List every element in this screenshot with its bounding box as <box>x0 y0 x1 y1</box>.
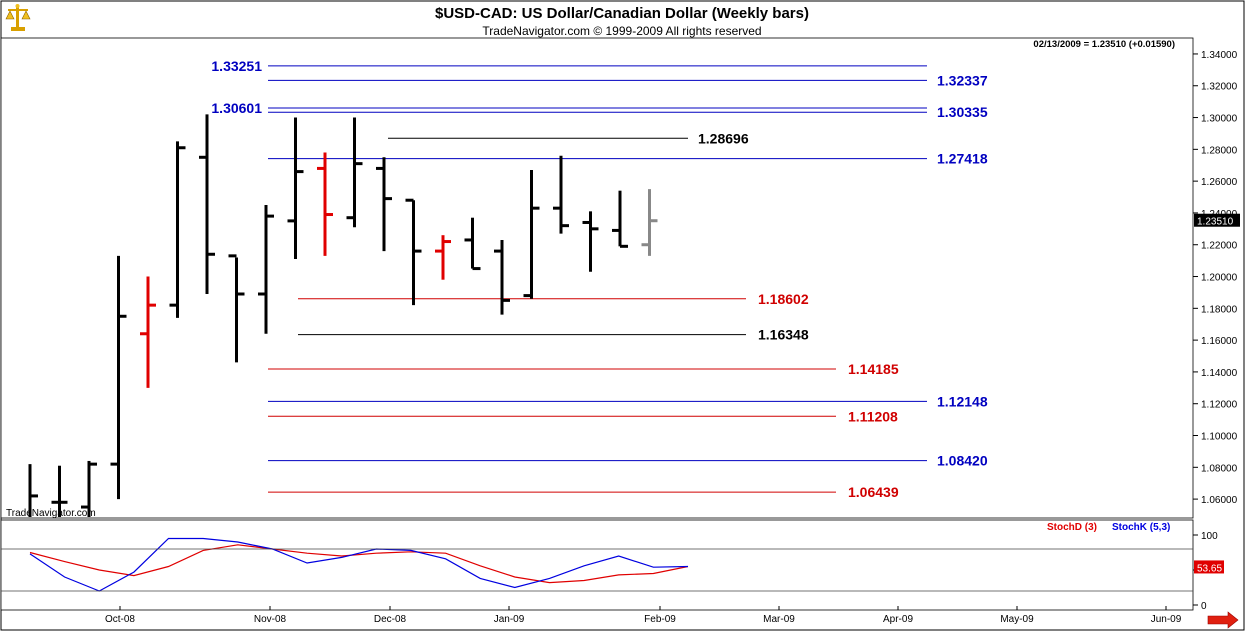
date-tick-label: Jun-09 <box>1151 614 1182 625</box>
ohlc-bar <box>140 276 156 388</box>
stoch-series-line <box>29 544 689 584</box>
ohlc-bar <box>435 235 451 280</box>
ohlc-bar <box>346 117 363 228</box>
stoch-plot-area <box>0 519 1194 611</box>
ohlc-bar <box>228 254 245 363</box>
date-tick-label: Jan-09 <box>494 614 525 625</box>
price-levels: 1.33251 1.32337 1.30601 1.30335 1.28696 1.274… <box>211 58 987 500</box>
ohlc-bar <box>376 157 392 252</box>
ohlc-bar <box>110 255 127 500</box>
price-level-label: 1.18602 <box>758 291 809 307</box>
stoch-last-tag <box>1194 560 1224 574</box>
price-level-label: 1.06439 <box>848 484 899 500</box>
ohlc-bar <box>169 141 186 318</box>
price-level-label: 1.12148 <box>937 393 988 409</box>
date-axis: Oct-08 Nov-08 Dec-08 Jan-09 Feb-09 Mar-09 Apr-… <box>105 606 1182 625</box>
price-tick-label: 1.10000 <box>1201 432 1238 443</box>
ohlc-bar <box>641 189 658 256</box>
last-price-label: 1.23510 <box>1197 217 1234 228</box>
price-tick-label: 1.26000 <box>1201 177 1238 188</box>
price-tick-label: 1.34000 <box>1201 50 1238 61</box>
scales-logo-icon <box>5 4 31 31</box>
ohlc-bar <box>51 465 68 517</box>
logo <box>5 4 31 31</box>
date-tick-label: Apr-09 <box>883 614 913 625</box>
price-tick-label: 1.28000 <box>1201 145 1238 156</box>
date-tick-label: Dec-08 <box>374 614 407 625</box>
price-level-label: 1.30335 <box>937 104 988 120</box>
price-tick-label: 1.16000 <box>1201 336 1238 347</box>
ohlc-bar <box>464 217 481 271</box>
price-tick-label: 1.30000 <box>1201 114 1238 125</box>
date-tick-label: May-09 <box>1000 614 1034 625</box>
stoch-series-line <box>29 537 689 592</box>
price-tick-label: 1.08000 <box>1201 463 1238 474</box>
chart-subtitle: TradeNavigator.com © 1999-2009 All right… <box>482 24 761 38</box>
last-price-tag <box>1194 213 1240 227</box>
price-level-label: 1.32337 <box>937 72 988 88</box>
ohlc-bar <box>405 198 422 306</box>
price-level-label: 1.08420 <box>937 453 988 469</box>
ohlc-bar <box>258 204 274 334</box>
ohlc-bar <box>612 190 628 248</box>
stoch-tick-label: 100 <box>1201 531 1218 542</box>
price-level-label: 1.11208 <box>848 408 898 424</box>
price-tick-label: 1.14000 <box>1201 368 1238 379</box>
ohlc-bar <box>494 239 510 315</box>
date-tick-label: Nov-08 <box>254 614 287 625</box>
price-tick-label: 1.22000 <box>1201 241 1238 252</box>
quote-readout: 02/13/2009 = 1.23510 (+0.01590) <box>1033 39 1175 50</box>
price-level-label: 1.28696 <box>698 130 749 146</box>
date-tick-label: Feb-09 <box>644 614 676 625</box>
ohlc-bar <box>199 114 215 295</box>
watermark: TradeNavigator.com <box>6 508 96 519</box>
legend-stochd: StochD (3) <box>1047 522 1097 533</box>
ohlc-bar <box>553 155 569 234</box>
date-tick-label: Oct-08 <box>105 614 135 625</box>
price-axis: 1.340001.320001.300001.280001.260001.240… <box>1193 50 1240 506</box>
stoch-lines <box>29 537 689 592</box>
ohlc-bar <box>582 211 599 272</box>
price-level-label: 1.30601 <box>211 100 262 116</box>
legend-stochk: StochK (5,3) <box>1112 522 1170 533</box>
price-tick-label: 1.20000 <box>1201 273 1238 284</box>
stoch-tick-label: 0 <box>1201 601 1207 612</box>
price-bars <box>22 114 658 525</box>
price-level-label: 1.16348 <box>758 327 809 343</box>
price-level-label: 1.33251 <box>211 58 262 74</box>
date-tick-label: Mar-09 <box>763 614 795 625</box>
price-tick-label: 1.06000 <box>1201 495 1238 506</box>
price-level-label: 1.27418 <box>937 151 988 167</box>
price-tick-label: 1.32000 <box>1201 82 1238 93</box>
price-level-label: 1.14185 <box>848 361 899 377</box>
price-tick-label: 1.18000 <box>1201 304 1238 315</box>
stoch-last-label: 53.65 <box>1197 563 1222 574</box>
chart-title: $USD-CAD: US Dollar/Canadian Dollar (Wee… <box>435 5 809 22</box>
ohlc-bar <box>287 117 304 260</box>
price-plot-area <box>0 37 1194 519</box>
scroll-right-arrow-icon[interactable] <box>1207 611 1239 629</box>
ohlc-bar <box>81 460 97 517</box>
stoch-axis: 100 0 53.65 <box>1 531 1224 612</box>
price-tick-label: 1.12000 <box>1201 400 1238 411</box>
ohlc-bar <box>523 170 540 299</box>
ohlc-bar <box>317 152 333 256</box>
